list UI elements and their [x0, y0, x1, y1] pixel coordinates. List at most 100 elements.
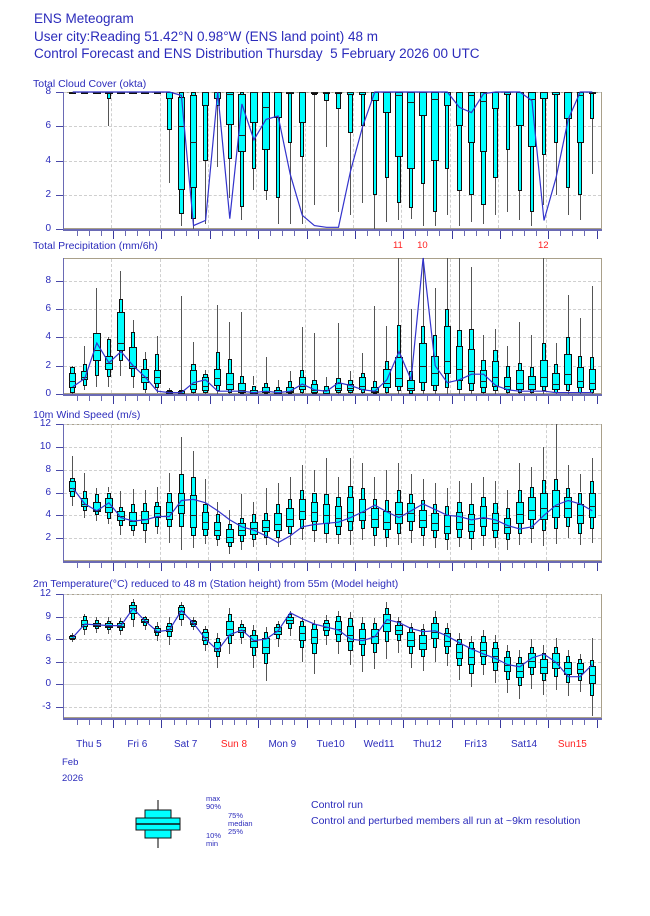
box-25-75 — [588, 492, 597, 518]
whisker-upper — [265, 487, 267, 514]
whisker-upper — [338, 476, 340, 498]
boxplot — [540, 594, 548, 718]
whisker-upper — [543, 258, 545, 343]
x-axis-tick — [89, 563, 90, 568]
whisker-upper — [217, 633, 219, 638]
median-line — [455, 368, 464, 370]
whisker-upper — [507, 645, 509, 652]
whisker-lower — [313, 654, 315, 675]
whisker-upper — [217, 501, 219, 515]
y-axis-tick — [56, 446, 63, 448]
x-axis-tick — [391, 563, 392, 568]
x-axis-tick — [415, 563, 416, 568]
median-line — [395, 630, 403, 632]
whisker-lower — [277, 198, 279, 224]
whisker-lower — [579, 392, 581, 394]
median-line — [286, 92, 294, 93]
median-line — [322, 92, 331, 93]
whisker-lower — [458, 538, 460, 548]
x-axis-tick — [331, 563, 332, 568]
box-25-75 — [322, 503, 331, 525]
whisker-upper — [531, 334, 533, 368]
whisker-upper — [108, 337, 110, 339]
x-axis-tick — [536, 720, 537, 725]
median-line — [153, 513, 161, 515]
boxplot — [81, 594, 89, 718]
whisker-lower — [193, 627, 194, 631]
whisker-upper — [567, 294, 569, 338]
whisker-lower — [398, 203, 400, 221]
whisker-lower — [350, 651, 352, 665]
whisker-lower — [591, 119, 593, 175]
x-axis-tick — [536, 231, 537, 236]
box-25-75 — [117, 510, 125, 522]
whisker-lower — [531, 392, 533, 394]
median-line — [431, 631, 439, 633]
boxplot — [467, 258, 476, 394]
day-gridline — [353, 595, 355, 717]
x-axis-tick — [174, 231, 175, 236]
x-axis-tick — [548, 720, 549, 728]
boxplot — [564, 424, 572, 561]
whisker-lower — [241, 541, 243, 550]
whisker-upper — [132, 489, 134, 504]
x-axis-tick — [488, 563, 489, 568]
x-axis-tick — [125, 720, 126, 725]
panel-title-wind: 10m Wind Speed (m/s) — [33, 409, 141, 421]
day-gridline — [498, 259, 500, 393]
whisker-upper — [253, 375, 255, 386]
whisker-upper — [96, 616, 98, 621]
box-25-75 — [189, 369, 198, 390]
whisker-upper — [217, 304, 219, 352]
x-axis-tick — [500, 720, 501, 728]
whisker-lower — [265, 538, 267, 545]
whisker-upper — [350, 458, 352, 486]
median-line — [189, 515, 198, 517]
box-25-75 — [455, 644, 464, 659]
whisker-lower — [217, 391, 219, 394]
box-25-75 — [491, 361, 500, 387]
whisker-lower — [253, 540, 255, 548]
median-line — [177, 505, 186, 507]
x-axis-day-label: Wed11 — [363, 739, 395, 750]
legend-control-run-label: Control run — [311, 799, 363, 811]
boxplot — [383, 594, 391, 718]
x-axis-tick — [331, 231, 332, 236]
whisker-lower — [422, 535, 424, 547]
x-axis-tick — [452, 563, 453, 571]
x-axis-tick — [379, 231, 380, 236]
whisker-lower — [229, 643, 231, 655]
box-25-75 — [407, 379, 415, 392]
whisker-upper — [156, 621, 158, 626]
whisker-lower — [398, 391, 400, 394]
boxplot — [286, 594, 294, 718]
x-axis-tick — [174, 396, 175, 401]
y-axis-line — [63, 92, 64, 229]
y-axis-label: 6 — [45, 303, 51, 314]
median-line — [528, 509, 536, 511]
boxplot — [419, 424, 427, 561]
x-axis-tick — [597, 720, 598, 728]
whisker-lower — [205, 392, 207, 394]
whisker-upper — [458, 633, 460, 640]
whisker-upper — [168, 388, 170, 390]
boxplot — [298, 92, 307, 229]
day-gridline — [449, 93, 451, 228]
box-25-75 — [298, 499, 307, 520]
x-axis-day-label: Mon 9 — [268, 739, 297, 750]
legend-resolution-note: Control and perturbed members all run at… — [311, 815, 581, 827]
whisker-upper — [289, 476, 291, 500]
whisker-upper — [374, 618, 376, 624]
boxplot — [298, 258, 307, 394]
x-axis-day-label: Tue10 — [316, 739, 345, 750]
x-axis-tick — [198, 720, 199, 725]
boxplot — [576, 424, 584, 561]
whisker-upper — [591, 637, 593, 661]
day-gridline — [111, 425, 113, 560]
x-axis-tick — [500, 396, 501, 404]
boxplot — [250, 424, 258, 561]
whisker-lower — [422, 184, 424, 226]
median-line — [274, 524, 282, 526]
whisker-lower — [338, 534, 340, 544]
y-axis-label: 2 — [45, 532, 51, 544]
